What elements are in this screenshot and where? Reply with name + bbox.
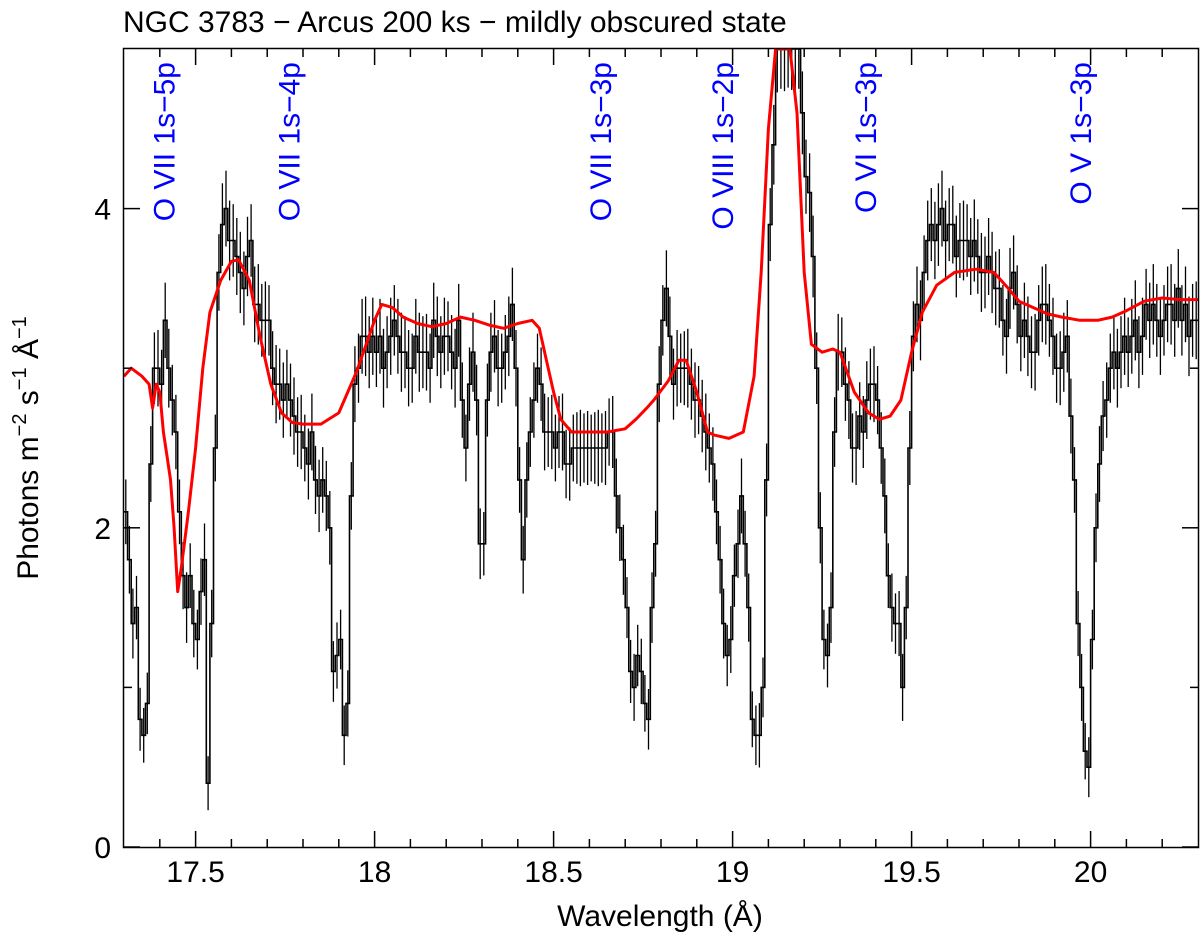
- x-tick-label: 19: [716, 856, 749, 889]
- x-tick-label: 17.5: [166, 856, 224, 889]
- model-curve: [124, 49, 1198, 594]
- line-annotation: O VIII 1s−2p: [707, 62, 740, 230]
- line-annotation: O VII 1s−4p: [274, 62, 307, 221]
- line-annotation: O VI 1s−3p: [850, 62, 883, 213]
- y-label-exp2: −1: [9, 367, 31, 390]
- y-label-base: Photons m: [12, 436, 45, 579]
- x-tick-label: 20: [1074, 856, 1107, 889]
- line-annotation: O VII 1s−3p: [585, 62, 618, 221]
- chart-title: NGC 3783 − Arcus 200 ks − mildly obscure…: [123, 6, 787, 39]
- y-label-mid2: Å: [12, 339, 45, 367]
- line-annotations: O VII 1s−5p O VII 1s−4p O VII 1s−3p O VIII …: [148, 62, 1098, 230]
- data-histogram: [124, 49, 1198, 784]
- plot-area: [124, 49, 1198, 811]
- plot-frame: [122, 47, 1200, 849]
- x-axis-label: Wavelength (Å): [557, 900, 763, 933]
- data-error-bars: [125, 49, 1197, 811]
- line-annotation: O VII 1s−5p: [148, 62, 181, 221]
- x-tick-label: 18: [358, 856, 391, 889]
- y-label-exp3: −1: [9, 316, 31, 339]
- y-axis-label: Photons m−2 s−1 Å−1: [9, 316, 45, 580]
- y-tick-label: 4: [94, 194, 111, 227]
- y-label-mid1: s: [12, 390, 45, 413]
- axis-ticks: 17.5 18 18.5 19 19.5 20 0 2 4: [94, 49, 1198, 889]
- y-label-exp1: −2: [9, 414, 31, 437]
- y-tick-label: 0: [94, 832, 111, 865]
- y-tick-label: 2: [94, 513, 111, 546]
- line-annotation: O V 1s−3p: [1065, 62, 1098, 205]
- x-tick-label: 18.5: [524, 856, 582, 889]
- x-tick-label: 19.5: [882, 856, 940, 889]
